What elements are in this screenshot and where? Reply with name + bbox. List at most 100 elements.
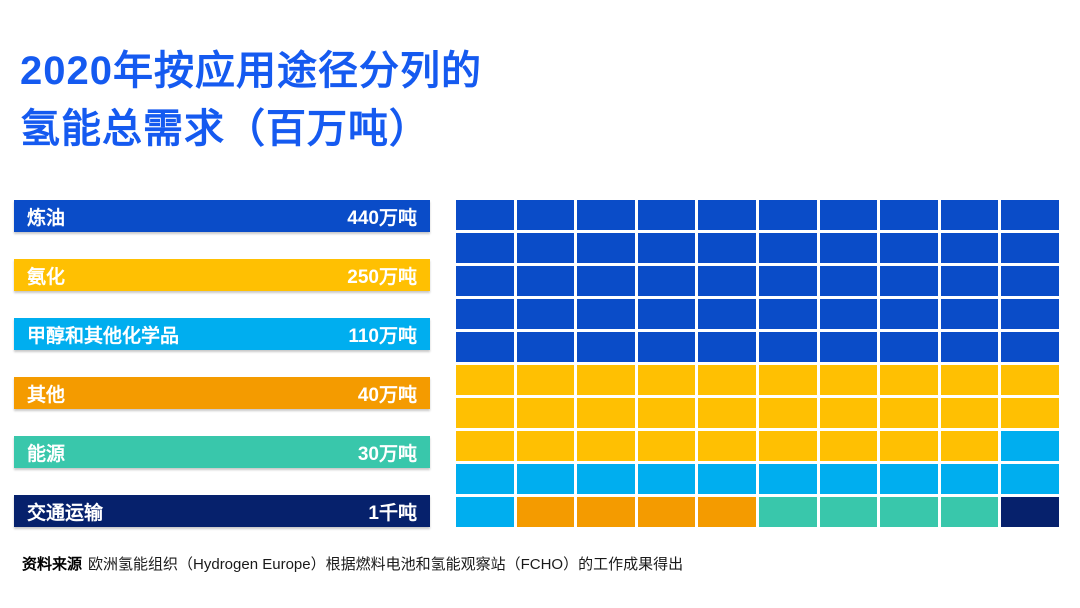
legend-row-refining: 炼油 440万吨 [14, 200, 430, 232]
waffle-cell [1001, 332, 1059, 362]
waffle-cell [577, 365, 635, 395]
waffle-cell [516, 200, 575, 230]
waffle-cell [819, 365, 878, 395]
waffle-cell [637, 299, 696, 329]
waffle-cell [516, 365, 575, 395]
waffle-cell [456, 233, 514, 263]
waffle-cell [1001, 464, 1059, 494]
waffle-cell [577, 332, 635, 362]
waffle-cell [577, 398, 635, 428]
waffle-cell [819, 497, 878, 527]
waffle-cell [940, 365, 999, 395]
legend-label: 炼油 [27, 207, 66, 229]
source-note: 资料来源 欧洲氢能组织（Hydrogen Europe）根据燃料电池和氢能观察站（… [22, 553, 683, 574]
waffle-cell [880, 398, 938, 428]
legend-value: 110万吨 [348, 325, 417, 347]
waffle-cell [758, 299, 817, 329]
waffle-cell [637, 398, 696, 428]
legend-row-ammonia: 氨化 250万吨 [14, 259, 430, 291]
source-label: 资料来源 [22, 556, 83, 573]
waffle-cell [698, 233, 756, 263]
waffle-cell [819, 332, 878, 362]
legend-value: 440万吨 [347, 207, 417, 229]
legend-value: 30万吨 [357, 443, 417, 465]
waffle-cell [577, 266, 635, 296]
waffle-cell [698, 398, 756, 428]
waffle-cell [758, 233, 817, 263]
source-text: 欧洲氢能组织（Hydrogen Europe）根据燃料电池和氢能观察站（FCHO… [88, 556, 684, 573]
waffle-cell [1001, 497, 1059, 527]
waffle-cell [819, 431, 878, 461]
legend-row-transport: 交通运输 1千吨 [14, 495, 430, 527]
waffle-cell [456, 431, 514, 461]
waffle-cell [577, 299, 635, 329]
waffle-cell [940, 299, 999, 329]
waffle-cell [880, 200, 938, 230]
waffle-chart [456, 200, 1059, 527]
waffle-cell [637, 332, 696, 362]
legend-row-methanol-chemicals: 甲醇和其他化学品 110万吨 [14, 318, 430, 350]
waffle-cell [577, 464, 635, 494]
waffle-cell [758, 200, 817, 230]
waffle-cell [698, 497, 756, 527]
legend-value: 1千吨 [368, 502, 417, 524]
waffle-cell [698, 332, 756, 362]
waffle-cell [456, 365, 514, 395]
waffle-cell [516, 233, 575, 263]
waffle-cell [637, 266, 696, 296]
legend-row-other: 其他 40万吨 [14, 377, 430, 409]
waffle-cell [456, 332, 514, 362]
legend-label: 能源 [27, 443, 66, 465]
waffle-cell [698, 266, 756, 296]
waffle-cell [819, 398, 878, 428]
legend: 炼油 440万吨 氨化 250万吨 甲醇和其他化学品 110万吨 其他 40万吨… [14, 200, 430, 527]
waffle-cell [456, 266, 514, 296]
waffle-cell [880, 431, 938, 461]
waffle-cell [516, 464, 575, 494]
waffle-cell [819, 299, 878, 329]
waffle-cell [516, 431, 575, 461]
waffle-cell [940, 464, 999, 494]
waffle-cell [637, 365, 696, 395]
waffle-cell [698, 431, 756, 461]
legend-label: 氨化 [27, 266, 66, 288]
waffle-cell [819, 464, 878, 494]
legend-label: 交通运输 [27, 502, 104, 524]
waffle-cell [940, 497, 999, 527]
waffle-cell [637, 497, 696, 527]
legend-value: 40万吨 [357, 384, 417, 406]
waffle-cell [1001, 299, 1059, 329]
waffle-cell [940, 266, 999, 296]
waffle-cell [758, 365, 817, 395]
waffle-cell [880, 365, 938, 395]
waffle-cell [880, 233, 938, 263]
waffle-cell [758, 398, 817, 428]
waffle-cell [698, 200, 756, 230]
waffle-cell [516, 398, 575, 428]
waffle-cell [698, 365, 756, 395]
waffle-cell [758, 332, 817, 362]
waffle-cell [819, 266, 878, 296]
chart-title-line-1: 2020年按应用途径分列的 [20, 49, 482, 93]
waffle-cell [516, 332, 575, 362]
waffle-cell [1001, 398, 1059, 428]
waffle-cell [819, 233, 878, 263]
waffle-cell [577, 431, 635, 461]
waffle-cell [758, 464, 817, 494]
waffle-cell [456, 299, 514, 329]
waffle-cell [940, 233, 999, 263]
waffle-cell [516, 497, 575, 527]
waffle-cell [880, 299, 938, 329]
waffle-cell [456, 497, 514, 527]
waffle-cell [698, 464, 756, 494]
waffle-cell [637, 464, 696, 494]
chart-title: 2020年按应用途径分列的 氢能总需求（百万吨） [20, 42, 482, 158]
waffle-cell [758, 497, 817, 527]
waffle-cell [880, 464, 938, 494]
waffle-cell [577, 497, 635, 527]
waffle-cell [758, 431, 817, 461]
waffle-cell [577, 200, 635, 230]
waffle-cell [940, 431, 999, 461]
waffle-cell [880, 332, 938, 362]
waffle-cell [698, 299, 756, 329]
